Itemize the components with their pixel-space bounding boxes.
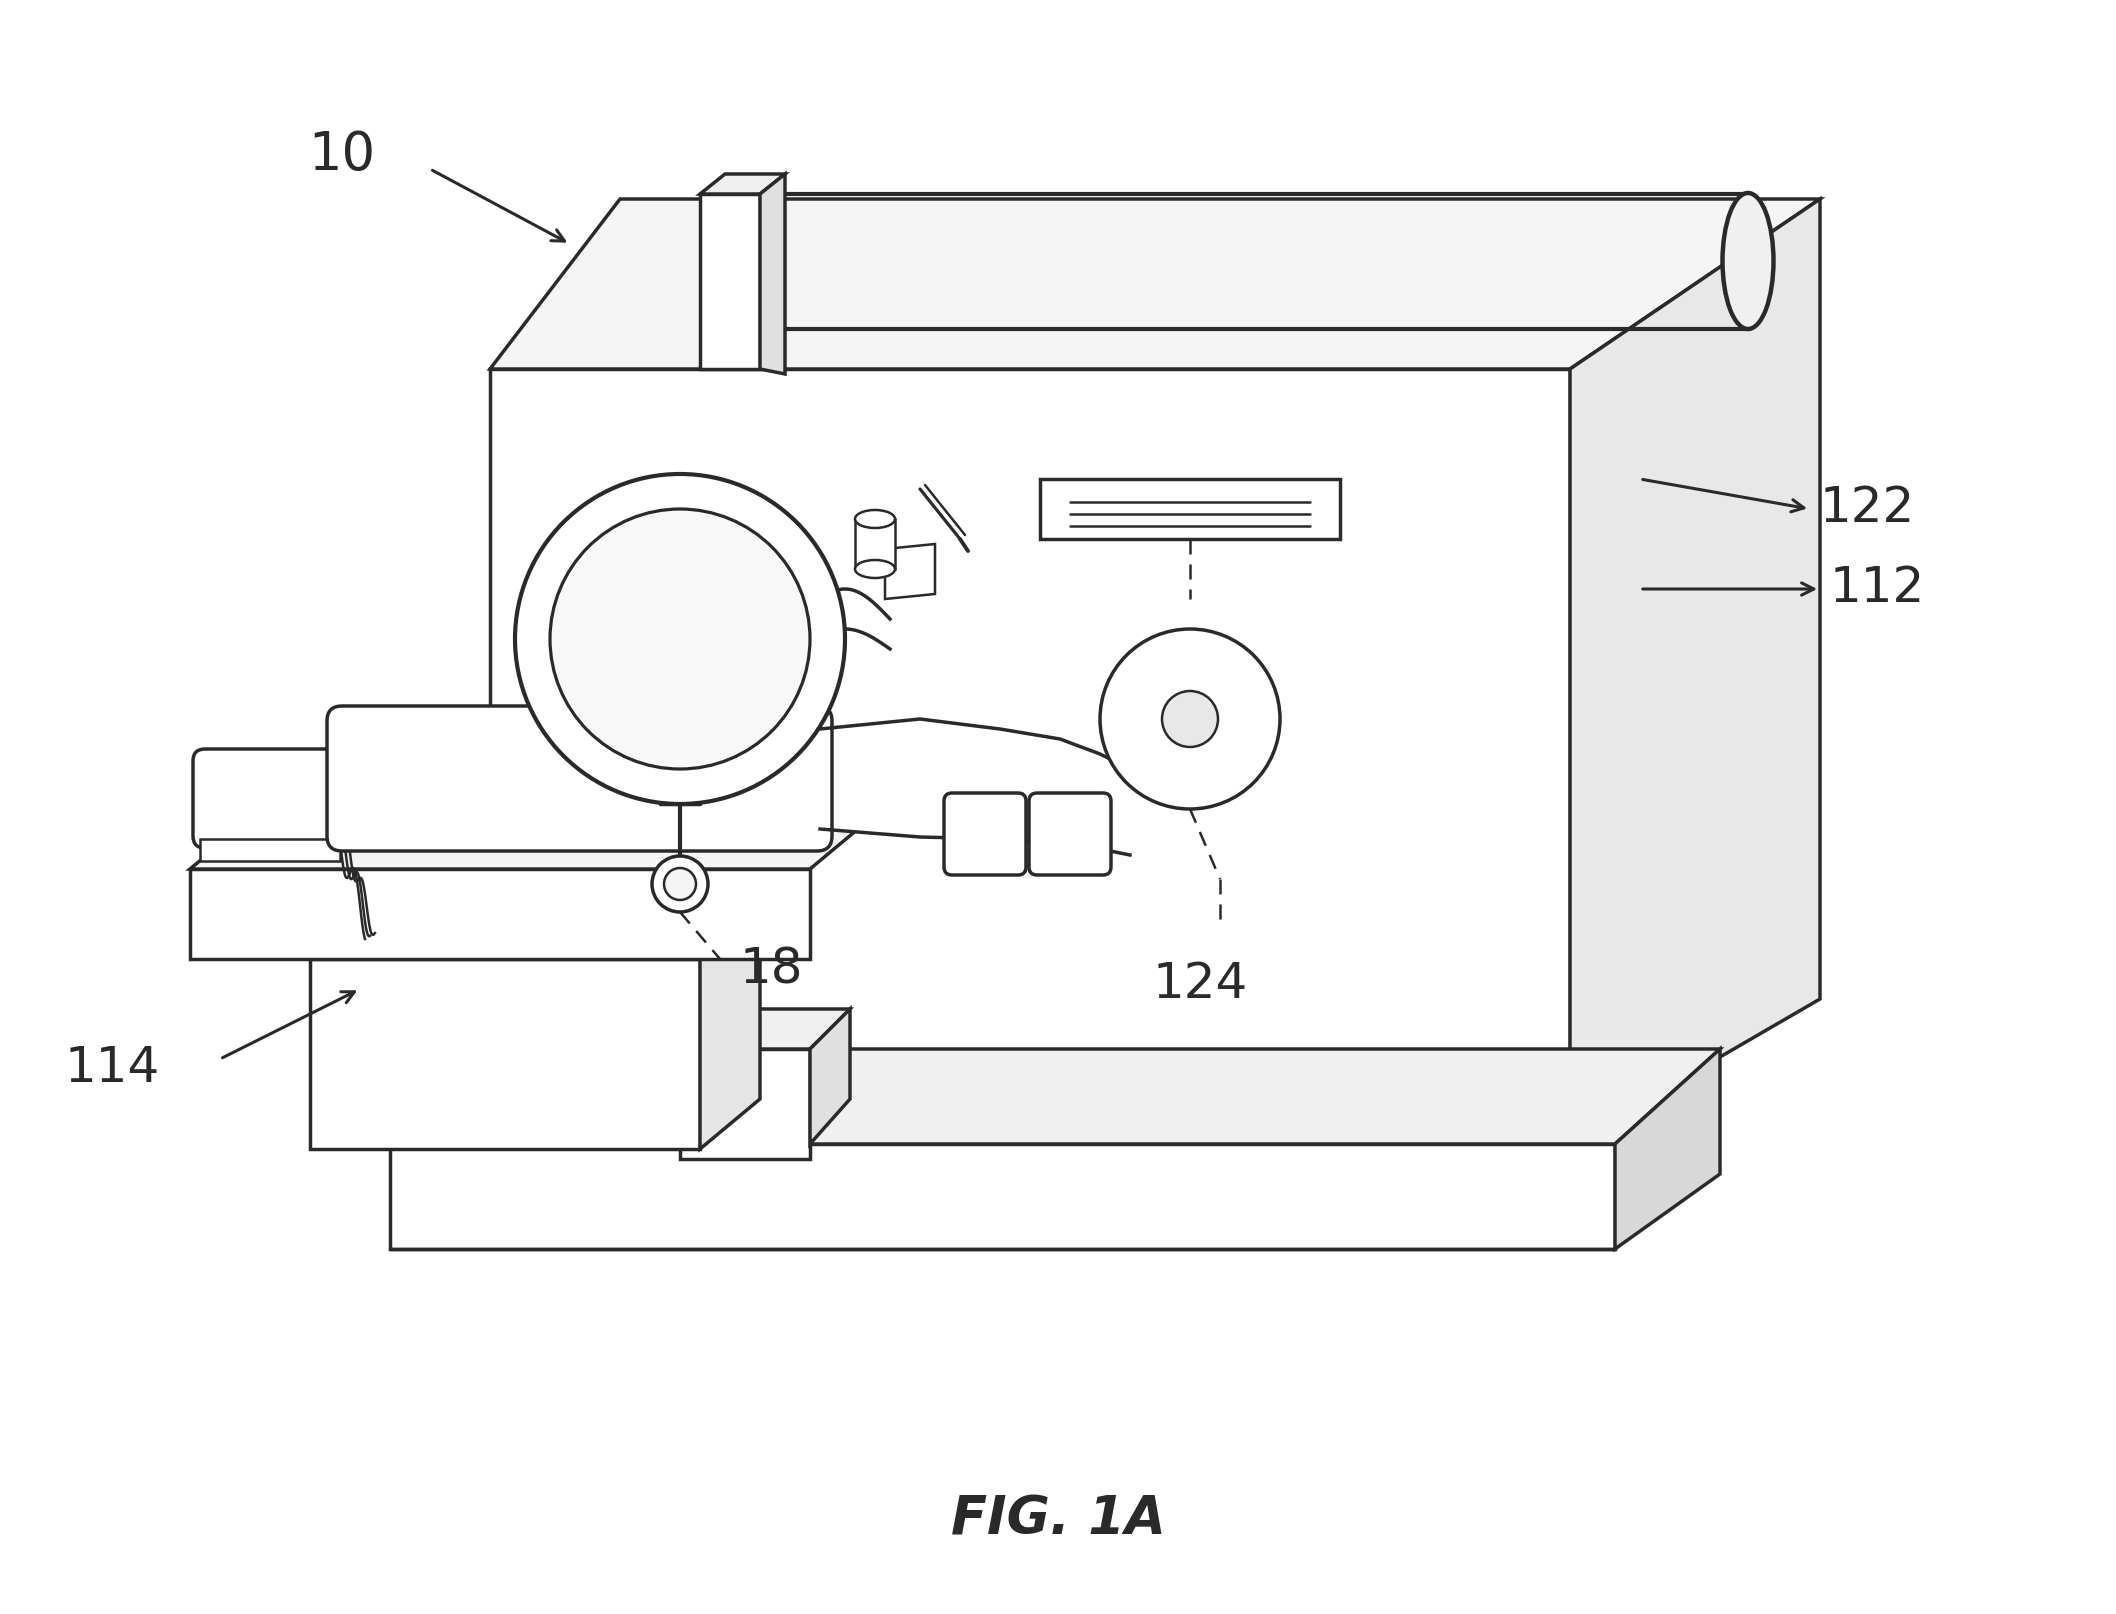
Circle shape [1162, 691, 1219, 747]
Polygon shape [950, 799, 1020, 870]
Polygon shape [760, 174, 785, 374]
Polygon shape [311, 909, 760, 959]
Text: 122: 122 [1820, 484, 1915, 531]
Ellipse shape [705, 194, 755, 329]
Polygon shape [1035, 799, 1105, 870]
Text: 114: 114 [66, 1043, 161, 1091]
Text: 10: 10 [307, 129, 375, 181]
Text: 112: 112 [1830, 563, 1926, 612]
Polygon shape [190, 820, 870, 870]
Polygon shape [389, 1144, 1615, 1249]
Circle shape [664, 868, 696, 901]
Circle shape [550, 510, 810, 770]
Ellipse shape [1722, 194, 1773, 329]
Polygon shape [190, 870, 810, 959]
FancyBboxPatch shape [193, 749, 347, 849]
Polygon shape [201, 839, 341, 862]
Polygon shape [491, 370, 1570, 1144]
FancyBboxPatch shape [1028, 794, 1111, 875]
Text: 124: 124 [1153, 959, 1248, 1007]
Polygon shape [700, 195, 760, 370]
Polygon shape [679, 1049, 810, 1159]
FancyBboxPatch shape [328, 707, 832, 852]
Polygon shape [1615, 1049, 1720, 1249]
Text: 18: 18 [741, 946, 804, 993]
Polygon shape [810, 1009, 851, 1144]
Polygon shape [855, 520, 895, 570]
Polygon shape [491, 200, 1820, 370]
Circle shape [514, 475, 844, 804]
FancyBboxPatch shape [944, 794, 1026, 875]
Polygon shape [1039, 479, 1339, 539]
Polygon shape [389, 1049, 1720, 1144]
Circle shape [1100, 629, 1280, 810]
Circle shape [652, 857, 709, 912]
Polygon shape [311, 959, 700, 1149]
Polygon shape [700, 909, 760, 1149]
Polygon shape [1570, 200, 1820, 1144]
Ellipse shape [855, 510, 895, 529]
Polygon shape [679, 1009, 851, 1049]
Text: FIG. 1A: FIG. 1A [950, 1493, 1166, 1545]
Ellipse shape [855, 560, 895, 579]
Polygon shape [700, 174, 785, 195]
Polygon shape [884, 544, 935, 600]
